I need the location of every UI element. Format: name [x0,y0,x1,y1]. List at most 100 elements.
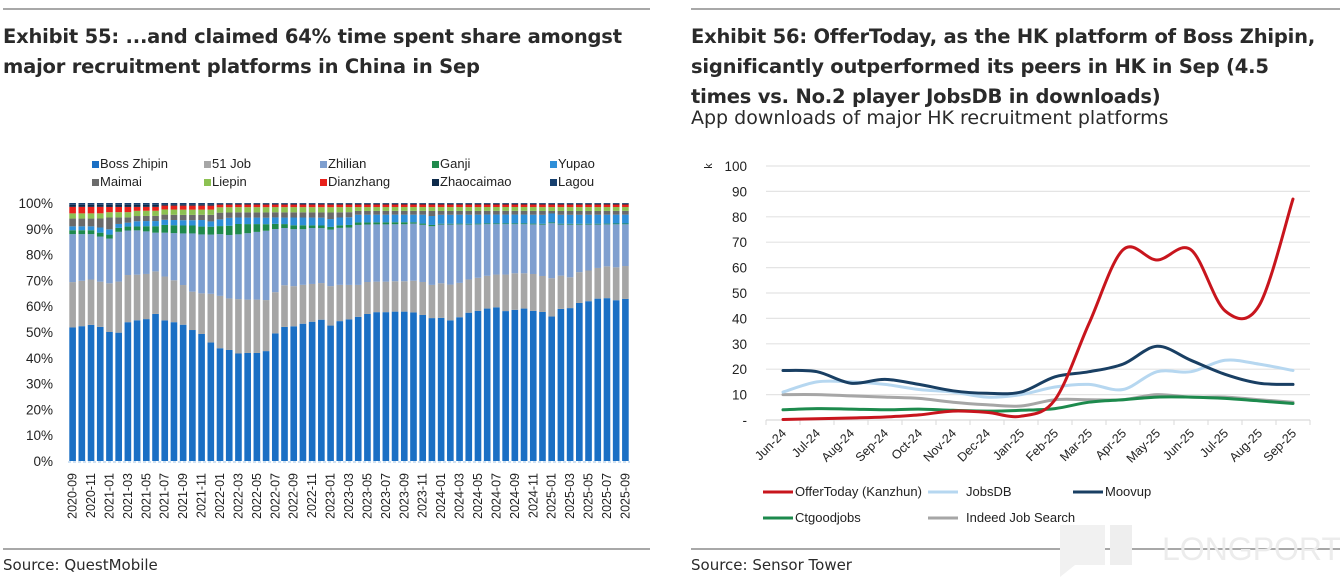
bar-segment-liepin [336,207,344,213]
bar-segment-liepin [400,207,408,211]
bar-segment-zhaocaimao [327,203,334,205]
legend-swatch-dianzhang [320,179,327,186]
bar-segment-zhaocaimao [410,203,417,205]
bar-segment-dianzhang [189,205,196,210]
bar-segment-lagou [483,203,491,204]
bar-segment-lagou [69,203,76,205]
legend-swatch-maimai [92,179,99,186]
bar-segment-boss-zhipin [115,332,122,461]
bar-segment-dianzhang [96,206,104,214]
bar-segment-maimai [290,212,298,218]
bar-segment-51-job [557,275,565,309]
bar-segment-zhilian [281,227,288,286]
bar-segment-lagou [161,203,169,205]
bar-segment-lagou [428,203,436,204]
bar-segment-maimai [382,210,390,215]
bar-segment-zhaocaimao [548,203,555,205]
bar-segment-zhaocaimao [290,203,298,205]
bar-segment-boss-zhipin [382,312,390,461]
bar-segment-zhilian [115,231,122,282]
bar-segment-maimai [520,210,528,215]
bar-segment-liepin [511,207,519,211]
bar-segment-boss-zhipin [585,301,592,461]
bar-segment-dianzhang [87,206,95,214]
bar-segment-dianzhang [548,204,555,208]
bar-segment-zhaocaimao [235,203,242,205]
bar-segment-liepin [456,207,463,211]
bar-segment-yupao [539,214,546,224]
bar-segment-zhilian [622,224,629,267]
bar-segment-51-job [456,282,463,318]
bar-segment-yupao [548,213,555,223]
bar-segment-ganji [152,226,159,233]
bar-segment-zhilian [502,224,509,275]
bar-segment-51-job [511,273,519,310]
bar-segment-51-job [179,285,187,325]
bar-segment-boss-zhipin [299,323,307,461]
bar-segment-boss-zhipin [308,321,316,461]
bar-segment-zhilian [400,224,408,282]
bar-segment-zhilian [447,224,454,285]
legend-label: Boss Zhipin [100,156,168,171]
title-line: Exhibit 55: ...and claimed 64% time spen… [3,25,622,48]
bar-segment-dianzhang [447,204,454,208]
bar-segment-zhilian [456,224,463,283]
bar-segment-dianzhang [198,205,205,210]
bar-segment-lagou [622,203,629,204]
y-tick-label: 30% [26,377,53,392]
bar-segment-ganji [271,223,279,230]
bar-segment-zhilian [548,223,555,279]
bar-segment-lagou [336,203,344,204]
bar-segment-ganji [354,222,362,225]
bar-segment-maimai [207,214,215,222]
y-tick-label: 10 [732,388,747,403]
bar-segment-51-job [548,278,555,317]
bar-segment-zhaocaimao [152,204,159,207]
x-tick-label: Oct-24 [889,426,925,462]
bar-segment-boss-zhipin [529,310,537,461]
y-tick-label: 100% [18,196,53,211]
top-divider [691,8,1340,10]
bar-segment-liepin [124,212,132,218]
bar-segment-yupao [133,221,141,227]
bar-segment-ganji [493,223,500,225]
bar-segment-maimai [354,210,362,215]
x-tick-label: 2025-09 [618,473,632,519]
bar-segment-boss-zhipin [170,322,178,461]
x-tick-label: 2025-05 [582,473,596,519]
bar-segment-zhilian [124,230,132,276]
legend-label: Yupao [558,156,595,171]
bar-segment-ganji [216,226,224,235]
bar-segment-51-job [281,285,288,327]
bar-segment-liepin [225,207,233,213]
bar-segment-lagou [502,203,509,204]
bar-segment-maimai [529,210,537,215]
bar-segment-dianzhang [179,205,187,210]
bar-segment-yupao [235,217,242,224]
bar-segment-ganji [235,223,242,235]
bar-segment-yupao [354,214,362,223]
bar-segment-lagou [106,203,113,205]
bar-segment-liepin [603,207,611,211]
x-tick-label: 2022-05 [250,473,264,519]
bar-segment-dianzhang [391,204,399,208]
bar-segment-boss-zhipin [603,298,611,461]
bar-segment-zhaocaimao [198,204,205,206]
bar-segment-51-job [170,280,178,323]
bar-segment-lagou [603,203,611,204]
bar-segment-liepin [133,210,141,217]
bar-segment-51-job [585,270,592,302]
bar-segment-lagou [198,203,205,205]
bar-segment-zhaocaimao [400,203,408,205]
y-tick-label: 20 [732,362,747,377]
bar-segment-liepin [483,207,491,211]
bar-segment-maimai [318,212,325,218]
bar-segment-zhaocaimao [262,203,270,205]
bar-segment-lagou [133,203,141,205]
bar-segment-lagou [152,203,159,205]
bar-segment-zhilian [419,224,427,282]
title-line: Exhibit 56: OfferToday, as the HK platfo… [691,25,1316,48]
bar-segment-zhilian [493,224,500,275]
bottom-divider [691,548,1340,550]
bar-segment-boss-zhipin [612,300,620,461]
